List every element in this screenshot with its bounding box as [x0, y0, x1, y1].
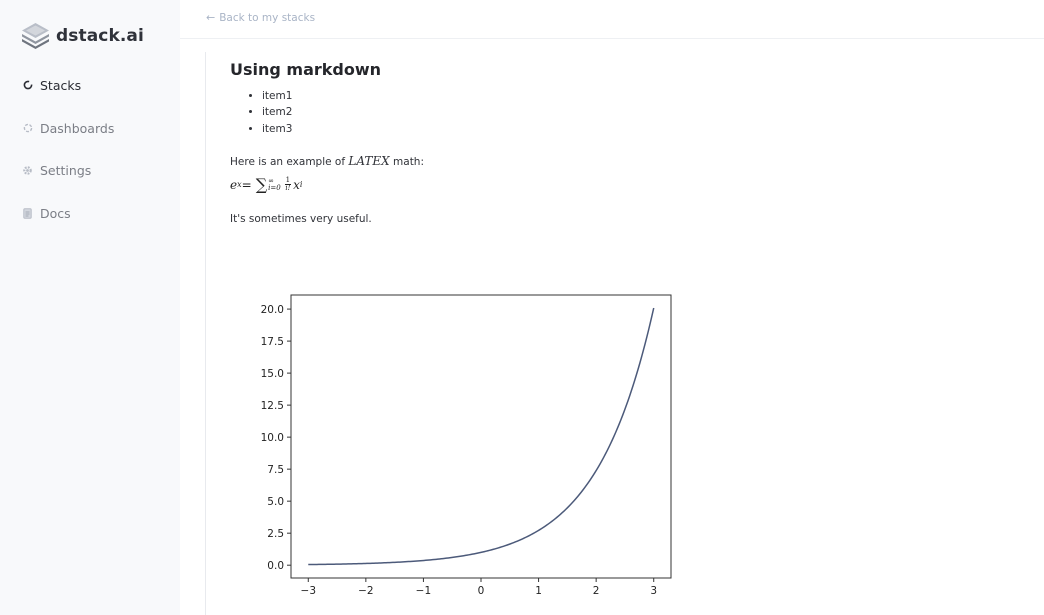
markdown-view: Using markdown item1 item2 item3 Here is…	[230, 58, 1010, 225]
content-divider	[205, 52, 206, 615]
sidebar: dstack.ai Stacks Dashboards Settings Doc…	[0, 0, 180, 615]
fraction-denominator: i!	[285, 184, 291, 192]
bullet-list: item1 item2 item3	[262, 88, 1010, 137]
x-tick-label: −2	[358, 585, 373, 597]
formula-lhs: e	[230, 177, 238, 192]
page-title: Using markdown	[230, 60, 382, 79]
sidebar-item-label: Docs	[40, 205, 71, 221]
y-tick-label: 20.0	[261, 304, 284, 316]
exp-chart: −3 −2 −1 0 1 2 3 0.0 2.5 5.0 7.5 10.0 12.5 15.0 17.5 20…	[261, 294, 672, 597]
formula-term: x	[293, 177, 300, 192]
sidebar-item-settings[interactable]: Settings	[22, 160, 91, 180]
latex-intro-after: math:	[389, 156, 424, 168]
x-tick-label: 2	[593, 585, 600, 597]
sidebar-item-label: Stacks	[40, 77, 82, 93]
latex-logo: LATEX	[348, 154, 390, 168]
sidebar-item-docs[interactable]: Docs	[22, 203, 71, 223]
logo[interactable]: dstack.ai	[21, 21, 144, 51]
latex-intro-before: Here is an example of	[230, 156, 349, 168]
y-tick-label: 15.0	[261, 368, 284, 380]
list-item: item3	[262, 121, 1010, 137]
series-line-exp	[308, 307, 655, 566]
y-tick-label: 10.0	[261, 432, 284, 444]
y-tick-label: 7.5	[267, 464, 284, 476]
x-tick-label: −3	[301, 585, 316, 597]
fraction-numerator: 1	[284, 176, 292, 185]
dashboards-icon	[22, 123, 33, 134]
fraction: 1 i!	[284, 176, 292, 192]
sum-upper: ∞	[268, 176, 274, 185]
y-tick-label: 2.5	[267, 528, 284, 540]
back-to-stacks-link[interactable]: ← Back to my stacks	[206, 11, 315, 24]
stacks-icon	[22, 80, 33, 91]
y-tick-label: 5.0	[267, 496, 284, 508]
gear-icon	[22, 165, 33, 176]
formula-lhs-exp: x	[237, 180, 242, 189]
dstack-logo-icon	[22, 23, 49, 49]
x-tick-label: −1	[416, 585, 431, 597]
formula-eq: =	[241, 177, 252, 192]
formula-term-exp: i	[299, 180, 303, 189]
sum-lower: i=0	[268, 183, 281, 192]
x-tick-label: 0	[478, 585, 485, 597]
docs-icon	[22, 207, 33, 219]
y-tick-label: 17.5	[261, 336, 284, 348]
sidebar-item-label: Dashboards	[40, 120, 115, 136]
sum-symbol: ∑	[255, 175, 268, 194]
x-tick-label: 3	[650, 585, 657, 597]
logo-text: dstack.ai	[56, 26, 144, 46]
arrow-left-icon: ←	[206, 11, 216, 24]
list-item: item2	[262, 104, 1010, 120]
sidebar-item-label: Settings	[40, 162, 92, 178]
y-tick-label: 12.5	[261, 400, 284, 412]
header: ← Back to my stacks	[180, 0, 1044, 39]
back-link-label: Back to my stacks	[219, 11, 316, 24]
closing-paragraph: It's sometimes very useful.	[230, 213, 372, 225]
x-tick-label: 1	[535, 585, 542, 597]
latex-intro-paragraph: Here is an example of LATEX math:	[230, 154, 424, 168]
sum-limits: ∞ i=0	[268, 176, 281, 192]
sidebar-item-dashboards[interactable]: Dashboards	[22, 118, 114, 138]
y-tick-label: 0.0	[267, 560, 284, 572]
sidebar-item-stacks[interactable]: Stacks	[22, 75, 81, 95]
list-item: item1	[262, 88, 1010, 104]
